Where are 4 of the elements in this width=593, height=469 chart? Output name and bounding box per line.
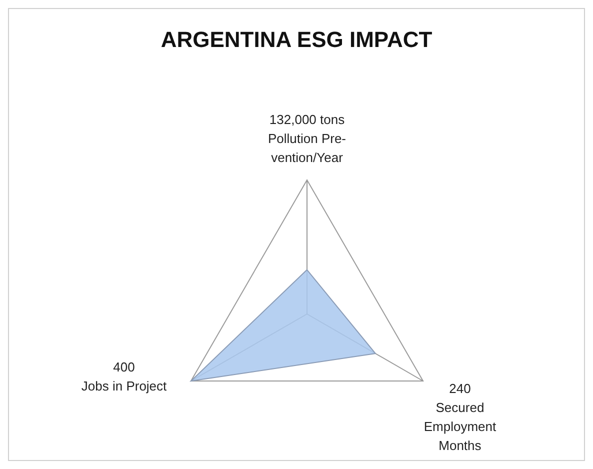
spoke-label: 240 Secured Employment Months (424, 381, 496, 453)
chart-title: ARGENTINA ESG IMPACT (160, 27, 434, 53)
spoke-label: 400 Jobs in Project (81, 360, 168, 394)
spoke-label: 132,000 tons Pollution Pre- vention/Year (268, 112, 346, 165)
